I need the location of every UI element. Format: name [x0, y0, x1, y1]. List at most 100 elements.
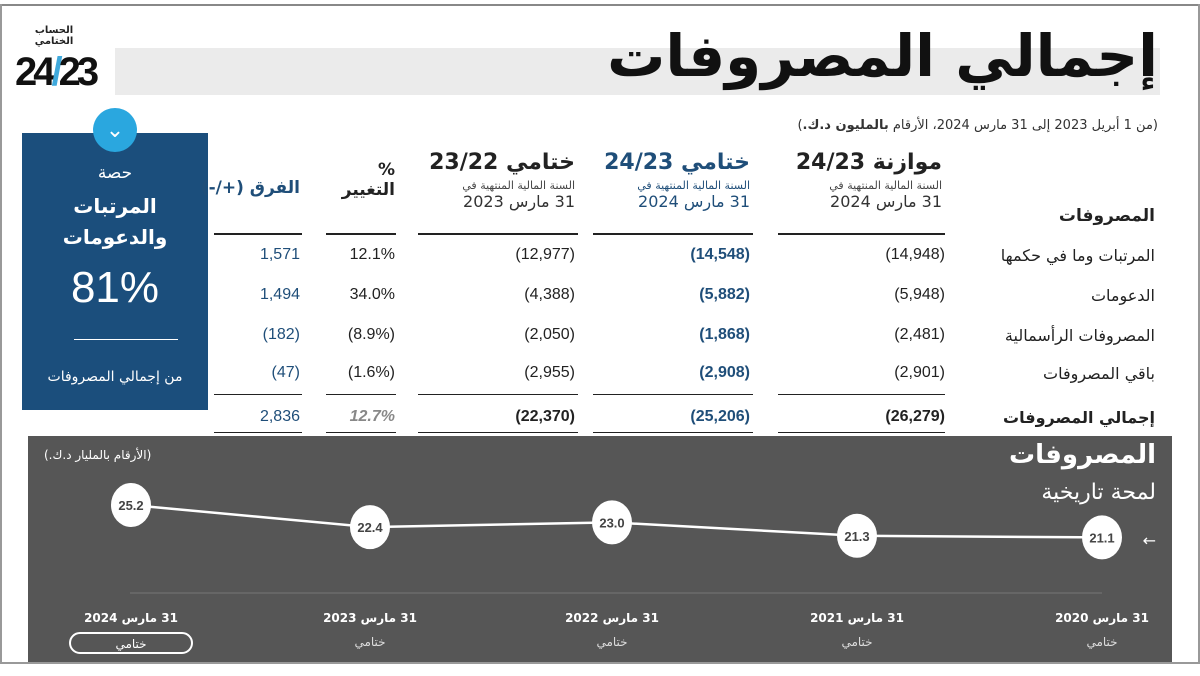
col-header-pct: % التغيير	[325, 160, 395, 200]
row-label: باقي المصروفات	[1043, 364, 1155, 383]
cell-pct: 34.0%	[349, 286, 395, 303]
divider	[326, 394, 396, 395]
arrow-left-icon[interactable]: ←	[1142, 531, 1156, 550]
period-tab[interactable]: ختامي	[841, 635, 873, 649]
cell-actual: (25,206)	[690, 408, 750, 425]
period-tab[interactable]: ختامي	[1086, 635, 1118, 649]
divider	[593, 394, 753, 395]
period-tab[interactable]: ختامي	[596, 635, 628, 649]
col-title: موازنة 24/23	[795, 150, 942, 175]
subtitle-unit: بالمليون د.ك.	[802, 118, 889, 133]
divider	[214, 233, 302, 235]
divider	[326, 432, 396, 433]
chart-plot: 25.2 22.4 23.0 21.3 21.1	[111, 483, 1122, 594]
x-tick-label: 31 مارس 2024	[84, 611, 178, 625]
cell-actual: (1,868)	[699, 326, 750, 343]
logo: 24/23	[15, 50, 99, 95]
share-label: حصة	[97, 163, 133, 183]
logo-part: 23	[58, 50, 99, 94]
cell-prev: (12,977)	[515, 246, 575, 263]
cell-diff: 1,494	[259, 286, 300, 303]
page-title: إجمالي المصروفات	[607, 22, 1158, 90]
col-date: 31 مارس 2024	[638, 192, 750, 211]
data-point-marker	[111, 483, 151, 527]
share-line: والدعومات	[62, 225, 168, 249]
divider	[778, 233, 945, 235]
row-label: المرتبات وما في حكمها	[1000, 246, 1155, 265]
cell-diff: (182)	[262, 326, 300, 343]
data-label: 25.2	[118, 498, 143, 513]
title-bar	[115, 48, 1160, 95]
page-subtitle: (من 1 أبريل 2023 إلى 31 مارس 2024، الأرق…	[797, 118, 1158, 133]
share-caption: من إجمالي المصروفات	[47, 369, 183, 385]
col-header-prev: ختامي 23/22 السنة المالية المنتهية في 31…	[415, 150, 575, 211]
divider	[778, 394, 945, 395]
cell-pct: 12.7%	[349, 408, 395, 425]
x-tick-label: 31 مارس 2020	[1055, 611, 1149, 625]
x-tick-label: 31 مارس 2022	[565, 611, 659, 625]
divider	[418, 432, 578, 433]
divider	[74, 339, 178, 340]
frame-bottom	[0, 662, 1200, 664]
share-line: المرتبات	[73, 194, 157, 218]
col-title: ختامي 24/23	[604, 150, 750, 175]
subtitle-text: )	[797, 118, 803, 133]
cell-actual: (14,548)	[690, 246, 750, 263]
data-point: 23.0	[592, 500, 632, 545]
brand-label: الحساب الختامي	[34, 25, 74, 47]
cell-prev: (2,050)	[524, 326, 575, 343]
chart-subtitle: لمحة تاريخية	[1041, 480, 1156, 505]
share-box: حصة المرتبات والدعومات 81% من إجمالي المص…	[22, 133, 208, 410]
logo-slash: /	[51, 50, 63, 94]
cell-prev: (2,955)	[524, 364, 575, 381]
cell-pct: 12.1%	[349, 246, 395, 263]
share-category: المرتبات والدعومات	[22, 191, 208, 253]
data-point: 21.3	[837, 513, 877, 558]
x-tick-label: 31 مارس 2021	[810, 611, 904, 625]
cell-budget: (26,279)	[885, 408, 945, 425]
divider	[418, 233, 578, 235]
data-label: 22.4	[357, 520, 383, 535]
row-label: الدعومات	[1090, 286, 1155, 305]
cell-actual: (2,908)	[699, 364, 750, 381]
data-point-marker	[1082, 515, 1122, 560]
row-label: المصروفات الرأسمالية	[1004, 326, 1155, 345]
col-date: 31 مارس 2024	[830, 192, 942, 211]
cell-budget: (2,901)	[894, 364, 945, 381]
history-chart: المصروفات لمحة تاريخية (الأرقام بالمليار…	[28, 436, 1172, 662]
cell-budget: (2,481)	[894, 326, 945, 343]
col-sub: السنة المالية المنتهية في	[637, 179, 750, 192]
divider	[326, 233, 396, 235]
cell-diff: 2,836	[259, 408, 300, 425]
col-date: 31 مارس 2023	[463, 192, 575, 211]
frame-top	[0, 4, 1200, 6]
row-header: المصروفات	[1058, 206, 1155, 226]
col-sub: التغيير	[341, 180, 395, 200]
col-header-actual: ختامي 24/23 السنة المالية المنتهية في 31…	[590, 150, 750, 211]
data-label: 21.1	[1089, 530, 1114, 545]
chevron-down-icon[interactable]: ⌄	[93, 108, 137, 152]
cell-pct: (8.9%)	[347, 326, 395, 343]
col-sub: السنة المالية المنتهية في	[829, 179, 942, 192]
period-tab[interactable]: ختامي	[69, 632, 193, 654]
data-point: 21.1	[1082, 515, 1122, 560]
divider	[418, 394, 578, 395]
col-title: ختامي 23/22	[429, 150, 575, 175]
data-point-marker	[837, 513, 877, 558]
cell-pct: (1.6%)	[347, 364, 395, 381]
divider	[593, 233, 753, 235]
row-label: إجمالي المصروفات	[1003, 408, 1155, 427]
divider	[778, 432, 945, 433]
chart-unit: (الأرقام بالمليار د.ك.)	[44, 448, 152, 462]
period-tab[interactable]: ختامي	[354, 635, 386, 649]
col-header-budget: موازنة 24/23 السنة المالية المنتهية في 3…	[772, 150, 942, 211]
data-point: 25.2	[111, 483, 151, 527]
cell-actual: (5,882)	[699, 286, 750, 303]
divider	[214, 432, 302, 433]
data-point-marker	[592, 500, 632, 545]
frame-left	[0, 4, 2, 664]
data-label: 23.0	[599, 515, 624, 530]
cell-budget: (14,948)	[885, 246, 945, 263]
frame-right	[1198, 4, 1200, 664]
data-label: 21.3	[844, 529, 869, 544]
